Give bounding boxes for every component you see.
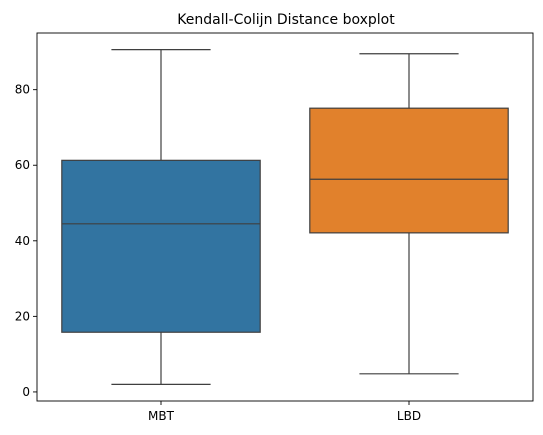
box-group-lbd [309,53,509,375]
y-tick-label: 40 [15,234,30,248]
x-tick-label: MBT [148,409,175,423]
y-tick-label: 0 [22,385,30,399]
plot-area [61,49,509,385]
y-tick-label: 20 [15,309,30,323]
iqr-box [61,159,261,333]
y-tick-label: 60 [15,158,30,172]
x-axis: MBT LBD [148,401,421,423]
x-tick-label: LBD [397,409,421,423]
iqr-box [309,107,509,234]
box-group-mbt [61,49,261,385]
y-tick-label: 80 [15,83,30,97]
y-axis: 0 20 40 60 80 [15,83,37,399]
axes-frame [36,32,534,402]
chart-title: Kendall-Colijn Distance boxplot [177,12,395,28]
plot-frame [36,32,534,402]
